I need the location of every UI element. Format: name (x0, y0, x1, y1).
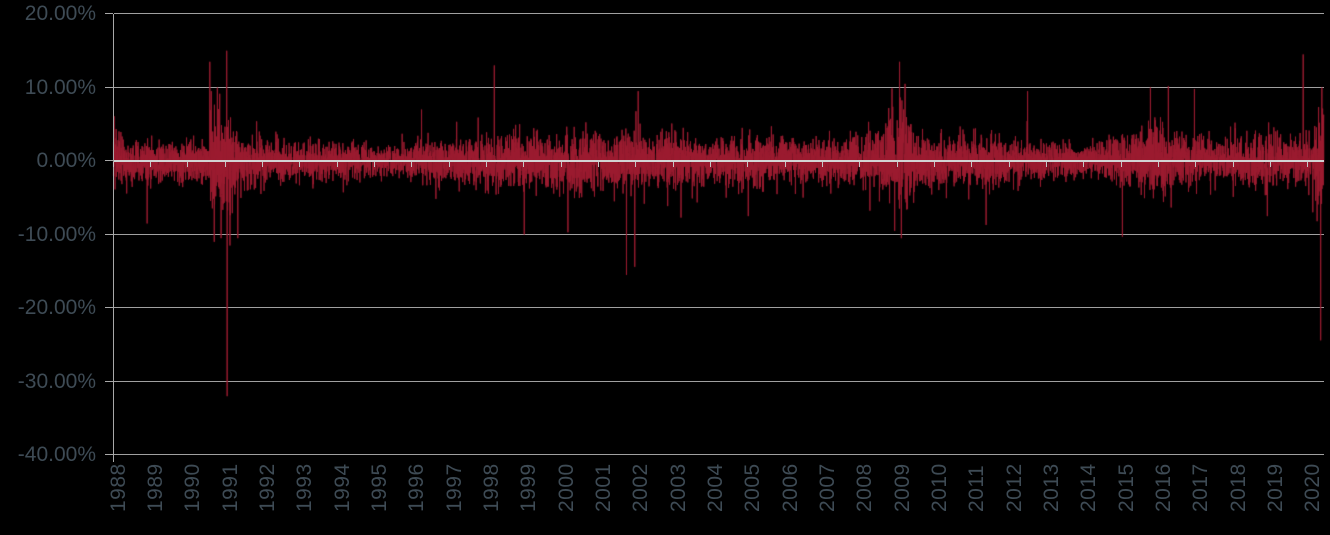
y-axis-label: -40.00% (17, 443, 96, 466)
y-axis-label: 0.00% (36, 149, 96, 172)
x-axis-label: 2004 (703, 463, 727, 512)
x-axis-label: 1993 (293, 463, 317, 512)
y-axis-label: -10.00% (17, 222, 96, 246)
y-tick-mark (105, 381, 113, 382)
x-tick-mark (1233, 162, 1234, 167)
x-tick-mark (710, 162, 711, 167)
x-tick-mark (449, 162, 450, 167)
y-tick-mark (105, 307, 113, 308)
x-tick-mark (1307, 162, 1308, 167)
y-tick-mark (105, 87, 113, 88)
x-tick-mark (822, 162, 823, 167)
x-axis-label: 2019 (1264, 463, 1288, 512)
x-tick-mark (262, 162, 263, 167)
x-tick-mark (635, 162, 636, 167)
x-tick-mark (523, 162, 524, 167)
x-axis-label: 2020 (1301, 463, 1325, 512)
x-tick-mark (897, 162, 898, 167)
x-tick-mark (1046, 162, 1047, 167)
x-axis-label: 1999 (517, 463, 541, 512)
x-tick-mark (1083, 162, 1084, 167)
x-axis-label: 2011 (965, 464, 989, 512)
x-axis-label: 2000 (554, 463, 578, 512)
x-tick-mark (934, 162, 935, 167)
x-tick-mark (337, 162, 338, 167)
x-axis-label: 1994 (330, 463, 354, 512)
x-tick-mark (374, 162, 375, 167)
x-tick-mark (187, 162, 188, 167)
y-tick-mark (105, 160, 113, 161)
x-axis-label: 1991 (218, 463, 242, 512)
x-axis-label: 1989 (143, 463, 167, 512)
x-tick-mark (1270, 162, 1271, 167)
x-tick-mark (561, 162, 562, 167)
y-axis-label: -30.00% (17, 369, 96, 393)
x-axis-label: 1992 (255, 463, 279, 512)
x-axis-label: 2003 (666, 463, 690, 512)
x-tick-mark (673, 162, 674, 167)
x-tick-mark (785, 162, 786, 167)
x-axis-label: 1990 (181, 463, 205, 512)
x-axis-label: 1996 (405, 463, 429, 512)
x-axis-label: 2013 (1040, 463, 1063, 512)
x-axis-label: 2017 (1189, 463, 1213, 512)
x-axis-label: 2002 (629, 463, 653, 512)
x-axis-label: 2008 (853, 463, 877, 512)
x-axis-label: 1997 (442, 463, 466, 512)
x-tick-mark (299, 162, 300, 167)
y-axis-label: -20.00% (17, 296, 96, 319)
x-axis-label: 2015 (1114, 463, 1138, 512)
x-tick-mark (1009, 162, 1010, 167)
zero-axis-line (113, 160, 1325, 162)
x-axis-label: 2018 (1226, 463, 1250, 512)
x-axis-label: 2016 (1152, 463, 1176, 512)
x-tick-mark (411, 162, 412, 167)
x-axis-label: 1988 (106, 463, 130, 512)
x-axis-label: 2006 (778, 463, 802, 512)
x-axis-label: 2010 (927, 463, 951, 512)
y-tick-mark (105, 234, 113, 235)
x-tick-mark (747, 162, 748, 167)
x-axis-label: 2005 (741, 463, 765, 512)
x-tick-mark (150, 162, 151, 167)
y-tick-mark (105, 454, 113, 455)
x-tick-mark (1195, 162, 1196, 167)
x-tick-mark (859, 162, 860, 167)
x-axis-label: 2001 (591, 463, 615, 512)
x-axis-label: 1998 (479, 463, 503, 512)
y-tick-mark (105, 13, 113, 14)
x-tick-mark (598, 162, 599, 167)
x-tick-mark (113, 162, 114, 167)
x-axis-label: 2009 (890, 463, 914, 512)
x-axis-label: 1995 (367, 463, 391, 512)
x-tick-mark (486, 162, 487, 167)
y-axis-line (113, 14, 114, 462)
y-axis-label: 20.00% (24, 2, 96, 25)
x-tick-mark (1158, 162, 1159, 167)
x-axis-label: 2007 (815, 463, 839, 512)
x-tick-mark (971, 162, 972, 167)
x-tick-mark (225, 162, 226, 167)
x-tick-mark (1121, 162, 1122, 167)
x-axis-label: 2012 (1002, 463, 1026, 512)
x-axis-label: 2014 (1077, 463, 1101, 512)
y-axis-label: 10.00% (24, 75, 96, 99)
